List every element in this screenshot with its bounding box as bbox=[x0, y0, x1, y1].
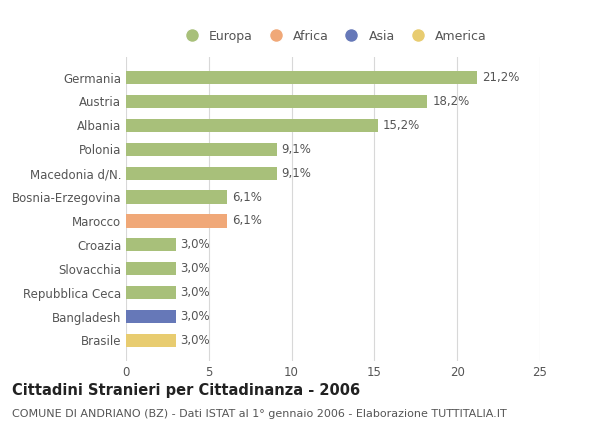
Text: 15,2%: 15,2% bbox=[383, 119, 420, 132]
Bar bbox=[126, 214, 227, 227]
Bar bbox=[126, 143, 277, 156]
Bar bbox=[126, 167, 277, 180]
Text: COMUNE DI ANDRIANO (BZ) - Dati ISTAT al 1° gennaio 2006 - Elaborazione TUTTITALI: COMUNE DI ANDRIANO (BZ) - Dati ISTAT al … bbox=[12, 409, 507, 419]
Bar bbox=[126, 262, 176, 275]
Text: 3,0%: 3,0% bbox=[181, 334, 210, 347]
Bar bbox=[126, 286, 176, 299]
Text: 6,1%: 6,1% bbox=[232, 214, 262, 227]
Bar bbox=[126, 71, 477, 84]
Text: Cittadini Stranieri per Cittadinanza - 2006: Cittadini Stranieri per Cittadinanza - 2… bbox=[12, 383, 360, 398]
Text: 3,0%: 3,0% bbox=[181, 262, 210, 275]
Text: 3,0%: 3,0% bbox=[181, 238, 210, 251]
Text: 18,2%: 18,2% bbox=[433, 95, 470, 108]
Text: 9,1%: 9,1% bbox=[281, 167, 311, 180]
Bar bbox=[126, 119, 378, 132]
Text: 9,1%: 9,1% bbox=[281, 143, 311, 156]
Text: 21,2%: 21,2% bbox=[482, 71, 520, 84]
Bar bbox=[126, 334, 176, 347]
Bar bbox=[126, 191, 227, 204]
Text: 6,1%: 6,1% bbox=[232, 191, 262, 204]
Legend: Europa, Africa, Asia, America: Europa, Africa, Asia, America bbox=[176, 27, 490, 45]
Bar bbox=[126, 310, 176, 323]
Text: 3,0%: 3,0% bbox=[181, 286, 210, 299]
Bar bbox=[126, 95, 427, 108]
Bar bbox=[126, 238, 176, 251]
Text: 3,0%: 3,0% bbox=[181, 310, 210, 323]
